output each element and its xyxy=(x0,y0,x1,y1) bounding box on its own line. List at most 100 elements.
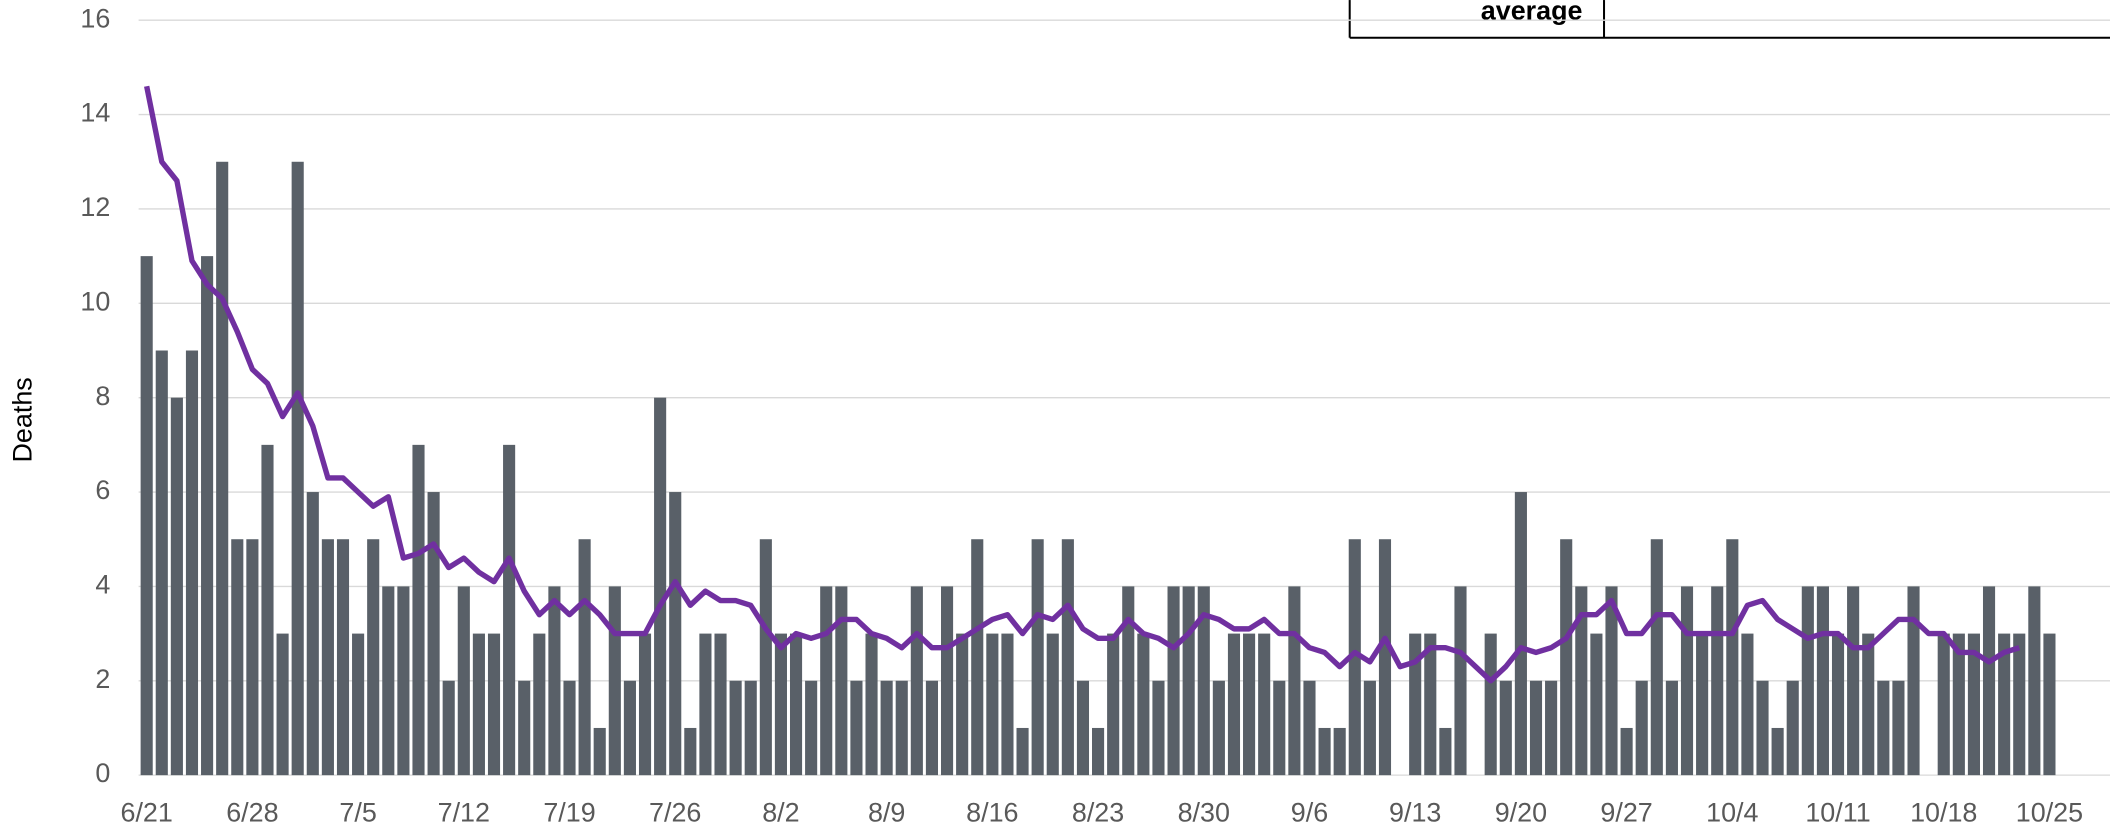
bar xyxy=(140,256,153,776)
bar xyxy=(1650,539,1663,776)
bar xyxy=(1076,680,1090,776)
bar xyxy=(487,633,501,776)
x-tick-label: 10/18 xyxy=(1910,797,1977,827)
bar xyxy=(1605,586,1618,776)
bar xyxy=(578,539,591,776)
bar xyxy=(684,727,697,776)
bar xyxy=(1212,680,1225,776)
x-tick-label: 10/4 xyxy=(1706,797,1758,827)
bar xyxy=(503,444,516,776)
bar xyxy=(1439,727,1452,776)
bar xyxy=(1877,680,1890,776)
bar xyxy=(155,350,168,776)
bar xyxy=(1273,680,1286,776)
bar xyxy=(1061,539,1074,776)
bar xyxy=(472,633,485,776)
bar xyxy=(1590,633,1603,776)
bar xyxy=(1575,586,1588,776)
bar xyxy=(457,586,470,776)
bar xyxy=(1107,633,1120,776)
bar xyxy=(623,680,636,776)
bar xyxy=(1907,586,1920,776)
bar xyxy=(1303,680,1316,776)
bar xyxy=(336,539,350,776)
bar xyxy=(231,539,244,776)
bar xyxy=(321,539,334,776)
x-tick-label: 8/16 xyxy=(966,797,1018,827)
bar xyxy=(1680,586,1694,776)
x-tick-label: 6/21 xyxy=(120,797,172,827)
bar xyxy=(1258,633,1271,776)
average-line xyxy=(144,85,2021,684)
bar xyxy=(1831,633,1845,776)
bar xyxy=(412,444,425,776)
bar xyxy=(1348,539,1361,776)
bar xyxy=(1378,539,1392,776)
bar xyxy=(382,586,395,776)
bar xyxy=(1016,727,1029,776)
bar xyxy=(1363,680,1376,776)
bar xyxy=(940,586,954,776)
bar xyxy=(1454,586,1467,776)
bar xyxy=(201,256,214,776)
bar xyxy=(1665,680,1678,776)
bar xyxy=(1756,680,1769,776)
legend-box: average xyxy=(1348,0,2110,39)
bar xyxy=(910,586,923,776)
bar xyxy=(865,633,878,776)
y-tick-label: 4 xyxy=(95,570,110,600)
bar xyxy=(971,539,984,776)
x-tick-label: 9/20 xyxy=(1495,797,1547,827)
bar xyxy=(820,586,833,776)
x-tick-label: 8/30 xyxy=(1178,797,1230,827)
bar xyxy=(1862,633,1875,776)
bar xyxy=(1243,633,1256,776)
bar xyxy=(1031,539,1044,776)
bar xyxy=(593,727,606,776)
y-tick-label: 14 xyxy=(80,98,110,128)
y-axis-title: Deaths xyxy=(7,377,37,462)
bar xyxy=(789,633,803,776)
bar xyxy=(729,680,742,776)
bar xyxy=(835,586,848,776)
x-tick-label: 6/28 xyxy=(226,797,278,827)
bar xyxy=(1711,586,1724,776)
y-tick-label: 10 xyxy=(80,286,110,316)
bar xyxy=(1484,633,1497,776)
bar xyxy=(956,633,969,776)
bar xyxy=(1937,633,1950,776)
bar xyxy=(714,633,727,776)
bar xyxy=(744,680,757,776)
bar xyxy=(1333,727,1346,776)
bar xyxy=(397,586,410,776)
bar xyxy=(563,680,576,776)
legend-text: average xyxy=(1481,0,1583,25)
bar xyxy=(1152,680,1165,776)
bar xyxy=(774,633,787,776)
bar xyxy=(1620,727,1633,776)
bar xyxy=(352,633,365,776)
x-tick-label: 10/25 xyxy=(2016,797,2083,827)
bar xyxy=(1545,680,1558,776)
bar xyxy=(638,633,652,776)
bar xyxy=(1847,586,1860,776)
bar xyxy=(1892,680,1905,776)
bar xyxy=(1001,633,1014,776)
bar xyxy=(608,586,621,776)
bar xyxy=(1635,680,1648,776)
bar xyxy=(1046,633,1059,776)
bar xyxy=(306,492,319,776)
bar xyxy=(1801,586,1814,776)
bar xyxy=(850,680,863,776)
x-tick-label: 8/9 xyxy=(868,797,905,827)
bar xyxy=(1816,586,1829,776)
x-tick-label: 8/2 xyxy=(762,797,799,827)
bar xyxy=(1741,633,1754,776)
bar xyxy=(1967,633,1980,776)
bar xyxy=(1092,727,1105,776)
bar xyxy=(880,680,893,776)
x-tick-label: 9/6 xyxy=(1291,797,1328,827)
bar xyxy=(1696,633,1709,776)
bar xyxy=(1560,539,1573,776)
